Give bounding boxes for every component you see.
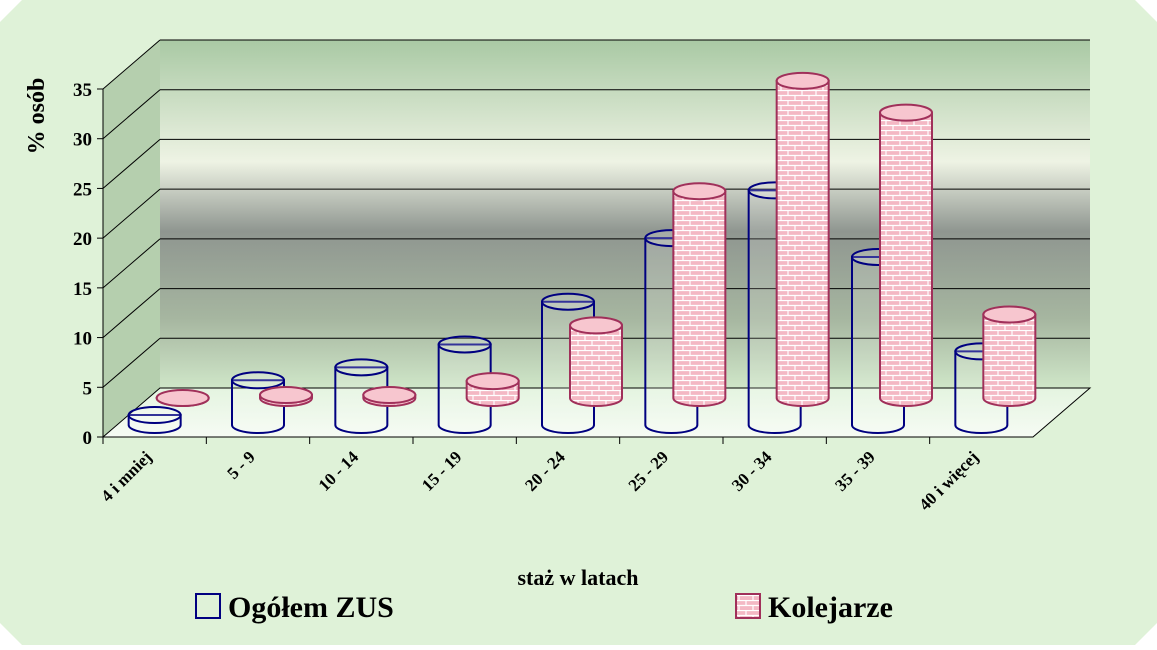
bar-body (569, 324, 623, 407)
y-tick-label: 15 (73, 279, 92, 300)
bar (569, 316, 623, 407)
y-tick-label: 20 (73, 229, 92, 250)
y-tick-label: 35 (73, 80, 92, 101)
legend-swatch (735, 593, 761, 619)
x-axis-title: staż w latach (518, 565, 639, 590)
bar (155, 389, 210, 407)
y-tick-label: 10 (73, 329, 92, 350)
bar-top (465, 372, 520, 391)
legend-swatch (195, 593, 221, 619)
bar (127, 406, 182, 434)
bar-top (672, 182, 727, 201)
bar (334, 358, 389, 434)
bar-top (334, 358, 389, 377)
y-tick-label: 5 (83, 378, 93, 399)
bar (982, 305, 1037, 407)
side-wall (103, 40, 160, 437)
legend-label: Ogółem ZUS (228, 591, 394, 624)
bar-top (775, 71, 830, 90)
series (155, 71, 1037, 407)
y-tick-label: 0 (83, 428, 93, 449)
bar-body (982, 313, 1037, 407)
bar-top (569, 316, 623, 335)
bar-top (982, 305, 1037, 324)
grid-line (102, 288, 161, 338)
bar (879, 103, 933, 407)
legend-label: Kolejarze (768, 591, 893, 624)
bar-body (879, 111, 933, 407)
bar-body (672, 190, 727, 407)
grid-line (102, 89, 161, 140)
y-tick-label: 25 (73, 179, 92, 200)
bar-top (541, 292, 595, 311)
bar-body (775, 79, 830, 407)
bar-top (437, 335, 492, 354)
bar-top (155, 389, 210, 407)
grid-line (102, 139, 161, 189)
grid-line (102, 337, 161, 388)
bar-body (437, 343, 492, 434)
bar-top (259, 386, 313, 405)
bar (672, 182, 727, 407)
bar (465, 372, 520, 407)
bar-top (362, 386, 417, 405)
bar (259, 386, 313, 407)
bar-top (127, 406, 182, 425)
back-wall (160, 40, 1090, 388)
bar-top (879, 103, 933, 122)
grid-line (102, 238, 161, 289)
grid-line (102, 188, 161, 239)
grid-line (102, 39, 161, 90)
bar (362, 386, 417, 407)
y-axis-title: % osób (24, 78, 50, 155)
y-tick-label: 30 (73, 130, 92, 151)
bar-body (334, 366, 389, 434)
bar (775, 71, 830, 407)
bar (437, 335, 492, 434)
bar-top (231, 371, 285, 390)
